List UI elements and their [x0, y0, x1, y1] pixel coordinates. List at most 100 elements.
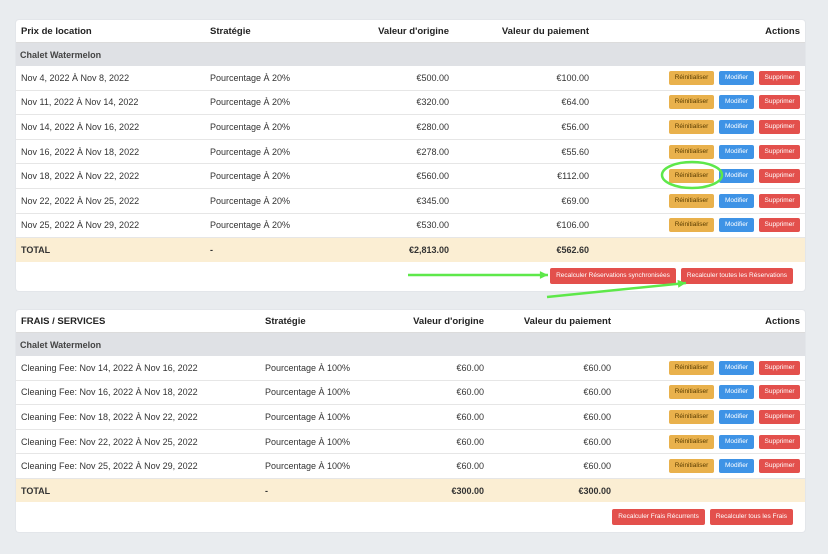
recalculate-first-button[interactable]: Recalculer Réservations synchronisées [550, 268, 676, 285]
recalculate-first-button[interactable]: Recalculer Frais Récurrents [612, 509, 705, 525]
reset-button[interactable]: Réinitialiser [669, 70, 714, 85]
column-header: Actions [765, 25, 800, 37]
table-cell: €56.00 [561, 121, 589, 132]
recalculate-all-button[interactable]: Recalculer tous les Frais [709, 509, 793, 525]
table-row: Nov 4, 2022 À Nov 8, 2022 Pourcentage À 2… [16, 66, 805, 91]
edit-button[interactable]: Modifier [719, 119, 754, 134]
delete-button[interactable]: Supprimer [759, 169, 800, 184]
total-cell: TOTAL [21, 485, 51, 496]
table-cell: Nov 22, 2022 À Nov 25, 2022 [21, 195, 140, 206]
row-actions: Réinitialiser Modifier Supprimer [669, 409, 800, 424]
delete-button[interactable]: Supprimer [759, 218, 800, 233]
row-actions: Réinitialiser Modifier Supprimer [669, 434, 800, 449]
table-row: Nov 25, 2022 À Nov 29, 2022 Pourcentage À… [16, 214, 805, 239]
table-cell: €530.00 [416, 220, 449, 231]
total-cell: - [265, 485, 268, 496]
table-row: Nov 11, 2022 À Nov 14, 2022 Pourcentage À… [16, 91, 805, 116]
table-cell: €60.00 [583, 362, 611, 373]
reset-button[interactable]: Réinitialiser [669, 434, 714, 449]
table-cell: €60.00 [456, 461, 484, 472]
reset-button[interactable]: Réinitialiser [669, 218, 714, 233]
table-row: Nov 16, 2022 À Nov 18, 2022 Pourcentage À… [16, 140, 805, 165]
table-cell: Nov 11, 2022 À Nov 14, 2022 [21, 97, 139, 108]
table-cell: €60.00 [456, 436, 484, 447]
table-cell: €60.00 [583, 387, 611, 398]
edit-button[interactable]: Modifier [719, 218, 754, 233]
edit-button[interactable]: Modifier [719, 144, 754, 159]
reset-button[interactable]: Réinitialiser [669, 459, 714, 474]
row-actions: Réinitialiser Modifier Supprimer [669, 70, 800, 85]
rental-prices-card: Prix de location Stratégie Valeur d'origin… [16, 20, 805, 291]
delete-button[interactable]: Supprimer [759, 119, 800, 134]
table-row: Cleaning Fee: Nov 18, 2022 À Nov 22, 202… [16, 405, 805, 430]
table-cell: Nov 14, 2022 À Nov 16, 2022 [21, 121, 140, 132]
delete-button[interactable]: Supprimer [759, 409, 800, 424]
row-actions: Réinitialiser Modifier Supprimer [669, 169, 800, 184]
table-cell: €500.00 [416, 72, 449, 83]
table-cell: €112.00 [557, 171, 589, 182]
footer-actions: Recalculer Frais Récurrents Recalculer to… [612, 509, 793, 525]
row-actions: Réinitialiser Modifier Supprimer [669, 360, 800, 375]
table-cell: Cleaning Fee: Nov 14, 2022 À Nov 16, 202… [21, 362, 198, 373]
edit-button[interactable]: Modifier [719, 169, 754, 184]
row-actions: Réinitialiser Modifier Supprimer [669, 193, 800, 208]
table-cell: Cleaning Fee: Nov 25, 2022 À Nov 29, 202… [21, 461, 198, 472]
column-header: Prix de location [21, 25, 92, 37]
table-cell: €60.00 [583, 461, 611, 472]
edit-button[interactable]: Modifier [719, 360, 754, 375]
column-header: Stratégie [265, 315, 306, 327]
group-name: Chalet Watermelon [20, 49, 102, 60]
delete-button[interactable]: Supprimer [759, 385, 800, 400]
row-actions: Réinitialiser Modifier Supprimer [669, 459, 800, 474]
table-cell: Pourcentage À 100% [265, 411, 351, 422]
reset-button[interactable]: Réinitialiser [669, 193, 714, 208]
group-row: Chalet Watermelon [16, 333, 805, 356]
recalculate-all-button[interactable]: Recalculer toutes les Réservations [680, 268, 793, 285]
reset-button[interactable]: Réinitialiser [669, 360, 714, 375]
reset-button[interactable]: Réinitialiser [669, 119, 714, 134]
reset-button[interactable]: Réinitialiser [669, 95, 714, 110]
table-cell: €280.00 [416, 121, 449, 132]
reset-button[interactable]: Réinitialiser [669, 385, 714, 400]
edit-button[interactable]: Modifier [719, 459, 754, 474]
delete-button[interactable]: Supprimer [759, 360, 800, 375]
table-row: Nov 18, 2022 À Nov 22, 2022 Pourcentage À… [16, 164, 805, 189]
fees-services-card: FRAIS / SERVICES Stratégie Valeur d'origin… [16, 310, 805, 532]
table-cell: Nov 4, 2022 À Nov 8, 2022 [21, 72, 130, 83]
table-cell: €69.00 [561, 195, 589, 206]
delete-button[interactable]: Supprimer [759, 193, 800, 208]
table-row: Cleaning Fee: Nov 22, 2022 À Nov 25, 202… [16, 430, 805, 455]
table-cell: €100.00 [556, 72, 589, 83]
edit-button[interactable]: Modifier [719, 434, 754, 449]
edit-button[interactable]: Modifier [719, 193, 754, 208]
delete-button[interactable]: Supprimer [759, 95, 800, 110]
edit-button[interactable]: Modifier [719, 95, 754, 110]
table-cell: Nov 18, 2022 À Nov 22, 2022 [21, 171, 140, 182]
edit-button[interactable]: Modifier [719, 70, 754, 85]
delete-button[interactable]: Supprimer [759, 144, 800, 159]
column-header: Actions [765, 315, 800, 327]
total-cell: €300.00 [578, 485, 611, 496]
column-header: Valeur du paiement [523, 315, 611, 327]
table-cell: Nov 25, 2022 À Nov 29, 2022 [21, 220, 140, 231]
delete-button[interactable]: Supprimer [759, 70, 800, 85]
table-row: Cleaning Fee: Nov 16, 2022 À Nov 18, 202… [16, 381, 805, 406]
table-cell: Nov 16, 2022 À Nov 18, 2022 [21, 146, 140, 157]
table-cell: Pourcentage À 20% [210, 171, 291, 182]
delete-button[interactable]: Supprimer [759, 459, 800, 474]
reset-button[interactable]: Réinitialiser [669, 144, 714, 159]
footer-actions: Recalculer Réservations synchronisées Rec… [550, 268, 793, 285]
table-cell: Pourcentage À 20% [210, 195, 291, 206]
delete-button[interactable]: Supprimer [759, 434, 800, 449]
table-cell: €345.00 [416, 195, 449, 206]
table-cell: Pourcentage À 20% [210, 72, 291, 83]
table-cell: Pourcentage À 20% [210, 97, 291, 108]
column-header: Valeur du paiement [501, 25, 589, 37]
edit-button[interactable]: Modifier [719, 385, 754, 400]
reset-button[interactable]: Réinitialiser [669, 169, 714, 184]
row-actions: Réinitialiser Modifier Supprimer [669, 385, 800, 400]
reset-button[interactable]: Réinitialiser [669, 409, 714, 424]
edit-button[interactable]: Modifier [719, 409, 754, 424]
table-cell: €60.00 [456, 387, 484, 398]
total-cell: €2,813.00 [408, 245, 449, 256]
